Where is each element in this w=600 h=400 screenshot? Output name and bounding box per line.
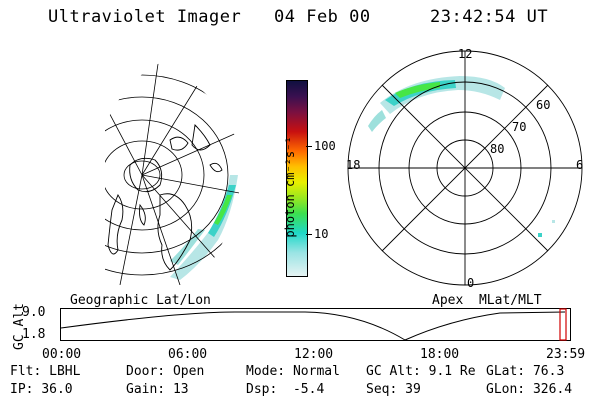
colorbar (286, 80, 308, 277)
mlt-label-12: 12 (458, 47, 473, 61)
gc-altitude-field: GC Alt: 9.1 Re (366, 364, 476, 379)
time-label: 23:42:54 UT (430, 7, 549, 27)
time-tick-label: 18:00 (420, 347, 460, 362)
colorbar-tick-label: 100 (314, 139, 336, 153)
current-time-marker (559, 308, 567, 341)
colorbar-tick (306, 234, 312, 235)
sequence-field: Seq: 39 (366, 382, 421, 397)
ip-field: IP: 36.0 (10, 382, 73, 397)
geographic-map (105, 63, 242, 285)
door-field: Door: Open (126, 364, 205, 379)
date-label: 04 Feb 00 (274, 7, 371, 27)
mlat-label-80: 80 (490, 142, 505, 156)
dsp-field: Dsp: -5.4 (246, 382, 325, 397)
mlt-label-18: 18 (346, 158, 361, 172)
geographic-label: Geographic Lat/Lon (70, 293, 211, 308)
geographic-grid (105, 63, 242, 285)
colorbar-unit-label: photon cm⁻²s⁻¹ (283, 136, 297, 238)
time-tick-label: 12:00 (294, 347, 334, 362)
mlt-label-0: 0 (467, 276, 475, 290)
mlat-label-70: 70 (512, 120, 527, 134)
mlat-label-60: 60 (536, 98, 551, 112)
colorbar-tick-label: 10 (314, 227, 329, 241)
time-tick-label: 06:00 (168, 347, 208, 362)
glon-field: GLon: 326.4 (486, 382, 573, 397)
aurora-emission-geo (170, 175, 238, 280)
instrument-title: Ultraviolet Imager (48, 7, 242, 27)
time-tick-label: 23:59 (546, 347, 586, 362)
colorbar-tick (306, 146, 312, 147)
filter-field: Flt: LBHL (10, 364, 81, 379)
altitude-tick-label: 1.8 (22, 327, 46, 342)
altitude-strip-plot (60, 308, 571, 341)
polar-mlt-plot (347, 50, 583, 286)
time-tick-label: 00:00 (42, 347, 82, 362)
apex-label: Apex MLat/MLT (432, 293, 542, 308)
glat-field: GLat: 76.3 (486, 364, 565, 379)
mode-field: Mode: Normal (246, 364, 340, 379)
gain-field: Gain: 13 (126, 382, 189, 397)
altitude-tick-label: 9.0 (22, 305, 46, 320)
mlt-label-6: 6 (576, 158, 584, 172)
aurora-emission-polar (368, 76, 555, 237)
